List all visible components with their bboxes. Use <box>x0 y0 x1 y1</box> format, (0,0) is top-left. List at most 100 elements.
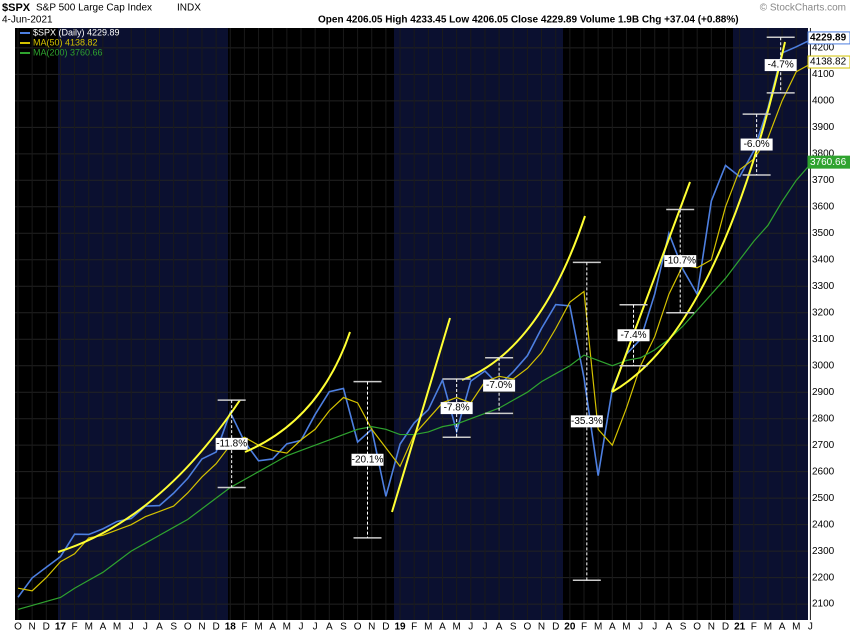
drawdown-box <box>740 138 773 151</box>
x-tick-label: A <box>156 622 163 633</box>
drawdown-box <box>664 255 697 268</box>
x-tick-label: 17 <box>55 622 67 633</box>
index-name: S&P 500 Large Cap Index <box>36 3 152 14</box>
drawdown-label: -11.8% <box>216 438 247 449</box>
legend-label: MA(200) 3760.66 <box>33 47 103 57</box>
y-tick-label: 4100 <box>812 69 835 80</box>
y-tick-label: 3300 <box>812 281 835 292</box>
x-tick-label: D <box>382 622 389 633</box>
trend-curve <box>611 41 786 393</box>
x-tick-label: S <box>510 622 517 633</box>
trend-curve <box>611 181 691 393</box>
x-tick-label: D <box>552 622 559 633</box>
year-shade <box>394 28 563 620</box>
x-tick-label: F <box>241 622 247 633</box>
y-tick-label: 2200 <box>812 572 835 583</box>
symbol: $SPX <box>2 2 31 14</box>
last-value-label: 4138.82 <box>810 57 847 68</box>
drawdown-box <box>440 402 473 415</box>
x-tick-label: S <box>170 622 177 633</box>
year-shade <box>733 28 808 620</box>
x-tick-label: F <box>411 622 417 633</box>
x-tick-label: F <box>72 622 78 633</box>
x-tick-label: F <box>751 622 757 633</box>
trend-curves <box>57 41 786 553</box>
x-tick-label: M <box>594 622 602 633</box>
year-shade <box>58 28 228 620</box>
y-tick-label: 4000 <box>812 95 835 106</box>
x-tick-label: M <box>452 622 460 633</box>
x-tick-label: J <box>143 622 148 633</box>
y-tick-label: 2500 <box>812 493 835 504</box>
y-tick-label: 2600 <box>812 466 835 477</box>
x-tick-label: 18 <box>225 622 237 633</box>
drawdown-box <box>570 415 603 428</box>
x-tick-label: N <box>29 622 36 633</box>
x-tick-label: J <box>652 622 657 633</box>
x-tick-label: O <box>14 622 22 633</box>
x-tick-label: A <box>100 622 107 633</box>
y-tick-label: 2300 <box>812 546 835 557</box>
drawdown-label: -4.7% <box>768 60 794 71</box>
x-tick-label: A <box>269 622 276 633</box>
drawdown-box <box>617 329 650 342</box>
x-tick-label: O <box>524 622 532 633</box>
y-tick-label: 2400 <box>812 519 835 530</box>
y-tick-label: 3400 <box>812 254 835 265</box>
y-tick-label: 3100 <box>812 334 835 345</box>
x-tick-label: M <box>254 622 262 633</box>
x-tick-label: A <box>326 622 333 633</box>
x-tick-label: J <box>313 622 318 633</box>
x-tick-label: M <box>85 622 93 633</box>
legend-label: $SPX (Daily) 4229.89 <box>33 27 120 37</box>
x-tick-label: D <box>43 622 50 633</box>
x-tick-label: 20 <box>564 622 576 633</box>
x-tick-label: J <box>129 622 134 633</box>
x-tick-label: A <box>609 622 616 633</box>
y-tick-label: 3000 <box>812 360 835 371</box>
drawdown-box <box>764 59 797 72</box>
trend-curve <box>57 399 241 553</box>
drawdown-label: -7.0% <box>486 380 512 391</box>
x-tick-label: A <box>666 622 673 633</box>
x-tick-label: O <box>693 622 701 633</box>
x-tick-label: D <box>722 622 729 633</box>
x-tick-label: M <box>792 622 800 633</box>
last-value-label: 3760.66 <box>810 157 847 168</box>
last-value-badge <box>807 155 850 169</box>
x-tick-label: N <box>708 622 715 633</box>
x-tick-label: S <box>680 622 687 633</box>
drawdown-box <box>215 437 248 450</box>
x-tick-label: M <box>113 622 121 633</box>
y-tick-label: 3800 <box>812 148 835 159</box>
date: 4-Jun-2021 <box>2 15 53 26</box>
trend-curve <box>244 331 351 453</box>
credit: © StockCharts.com <box>760 3 846 14</box>
x-tick-label: M <box>283 622 291 633</box>
y-tick-label: 3600 <box>812 201 835 212</box>
x-tick-label: N <box>538 622 545 633</box>
x-tick-label: N <box>368 622 375 633</box>
y-tick-label: 2100 <box>812 599 835 610</box>
x-tick-label: A <box>496 622 503 633</box>
y-tick-label: 2800 <box>812 413 835 424</box>
x-tick-label: A <box>439 622 446 633</box>
drawdown-box <box>483 379 516 392</box>
drawdown-box <box>351 453 384 466</box>
trend-curve <box>391 317 451 513</box>
y-tick-label: 3500 <box>812 228 835 239</box>
x-tick-label: F <box>581 622 587 633</box>
x-tick-label: O <box>184 622 192 633</box>
drawdown-label: -7.8% <box>444 403 470 414</box>
quote: Open 4206.05 High 4233.45 Low 4206.05 Cl… <box>318 15 739 26</box>
x-tick-label: 21 <box>734 622 746 633</box>
x-tick-label: A <box>779 622 786 633</box>
x-tick-label: D <box>212 622 219 633</box>
drawdown-label: -10.7% <box>664 256 696 267</box>
y-tick-label: 4200 <box>812 43 835 54</box>
y-tick-label: 2900 <box>812 387 835 398</box>
x-tick-label: J <box>638 622 643 633</box>
x-tick-label: M <box>424 622 432 633</box>
x-tick-label: S <box>340 622 347 633</box>
